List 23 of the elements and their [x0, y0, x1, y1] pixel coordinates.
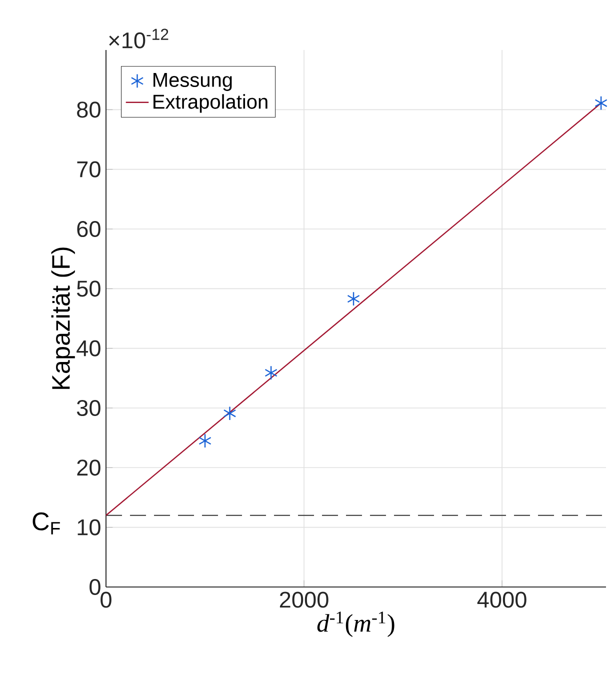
point	[223, 406, 236, 421]
legend-label: Messung	[154, 73, 232, 91]
y-tick-label: 10	[78, 519, 100, 536]
x-tick-label: 0	[100, 592, 112, 608]
y-tick-label: 50	[76, 280, 100, 297]
legend-label: Extrapolation	[154, 94, 268, 113]
y-tick-label: 80	[77, 102, 100, 118]
y-tick-label: 70	[77, 161, 100, 178]
point	[347, 292, 360, 306]
text: ×10$^{-12}$	[109, 28, 168, 48]
y-tick-label: 30	[76, 400, 100, 416]
y-axis-title: Kapazität (F)	[51, 248, 75, 389]
ref-line-label: C$_{F}$	[32, 512, 60, 534]
y-tick-label: 60	[77, 220, 100, 238]
point	[198, 434, 212, 448]
point	[594, 96, 608, 110]
x-tick-label: 2000	[280, 592, 328, 608]
y-tick-label: 0	[90, 578, 100, 596]
x-axis-title: d$^{-1}$(m$^{-1}$)	[317, 612, 394, 638]
y-tick-label: 20	[77, 460, 100, 476]
y-tick-label: 40	[76, 340, 100, 356]
x-tick-label: 4000	[477, 592, 526, 608]
point	[264, 366, 278, 380]
